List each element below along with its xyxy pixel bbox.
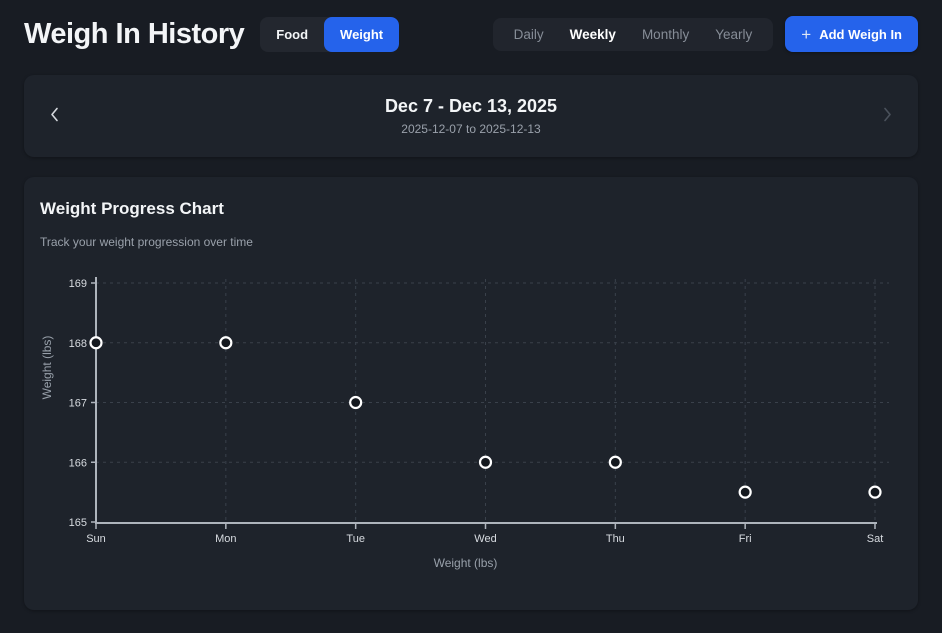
- weight-chart: 165 166 167 168 169 Sun Mon Tue Wed Thu Fri Sat Weig…: [40, 277, 889, 570]
- weight-progress-card: Weight Progress Chart Track your weight …: [24, 177, 918, 610]
- period-tabs: Daily Weekly Monthly Yearly: [492, 17, 774, 51]
- mode-toggle-weight[interactable]: Weight: [324, 16, 400, 52]
- add-weigh-in-label: Add Weigh In: [819, 26, 902, 42]
- tab-yearly[interactable]: Yearly: [702, 18, 765, 51]
- plus-icon: +: [801, 24, 812, 44]
- tab-weekly[interactable]: Weekly: [557, 18, 629, 51]
- mode-toggle-food[interactable]: Food: [260, 17, 324, 52]
- date-range-title: Dec 7 - Dec 13, 2025: [384, 96, 558, 116]
- tab-monthly[interactable]: Monthly: [629, 18, 702, 51]
- svg-text:Tue: Tue: [346, 533, 365, 545]
- svg-text:Mon: Mon: [215, 533, 236, 545]
- svg-text:165: 165: [69, 517, 87, 529]
- next-week-button[interactable]: [874, 101, 900, 132]
- svg-text:Weight (lbs): Weight (lbs): [40, 336, 54, 400]
- header: Weigh In History Food Weight Daily Weekl…: [24, 14, 918, 54]
- svg-text:167: 167: [69, 398, 87, 410]
- tab-daily[interactable]: Daily: [501, 18, 557, 51]
- svg-text:Fri: Fri: [739, 533, 752, 545]
- svg-text:Sat: Sat: [867, 533, 884, 545]
- svg-text:Wed: Wed: [474, 533, 496, 545]
- page-title: Weigh In History: [24, 17, 245, 50]
- chart-subtitle: Track your weight progression over time: [40, 235, 253, 249]
- mode-toggle: Food Weight: [260, 16, 400, 52]
- date-range-subtitle: 2025-12-07 to 2025-12-13: [401, 122, 541, 136]
- svg-text:166: 166: [69, 457, 87, 469]
- svg-text:Thu: Thu: [606, 533, 625, 545]
- svg-text:169: 169: [69, 278, 87, 290]
- svg-text:168: 168: [69, 338, 87, 350]
- previous-week-button[interactable]: [42, 101, 68, 132]
- chevron-right-icon: [880, 107, 894, 126]
- chevron-left-icon: [48, 107, 62, 126]
- date-range-navigator: Dec 7 - Dec 13, 2025 2025-12-07 to 2025-…: [24, 75, 918, 157]
- add-weigh-in-button[interactable]: + Add Weigh In: [785, 16, 918, 52]
- svg-text:Weight (lbs): Weight (lbs): [434, 556, 498, 570]
- svg-text:Sun: Sun: [86, 533, 106, 545]
- chart-title: Weight Progress Chart: [40, 199, 224, 218]
